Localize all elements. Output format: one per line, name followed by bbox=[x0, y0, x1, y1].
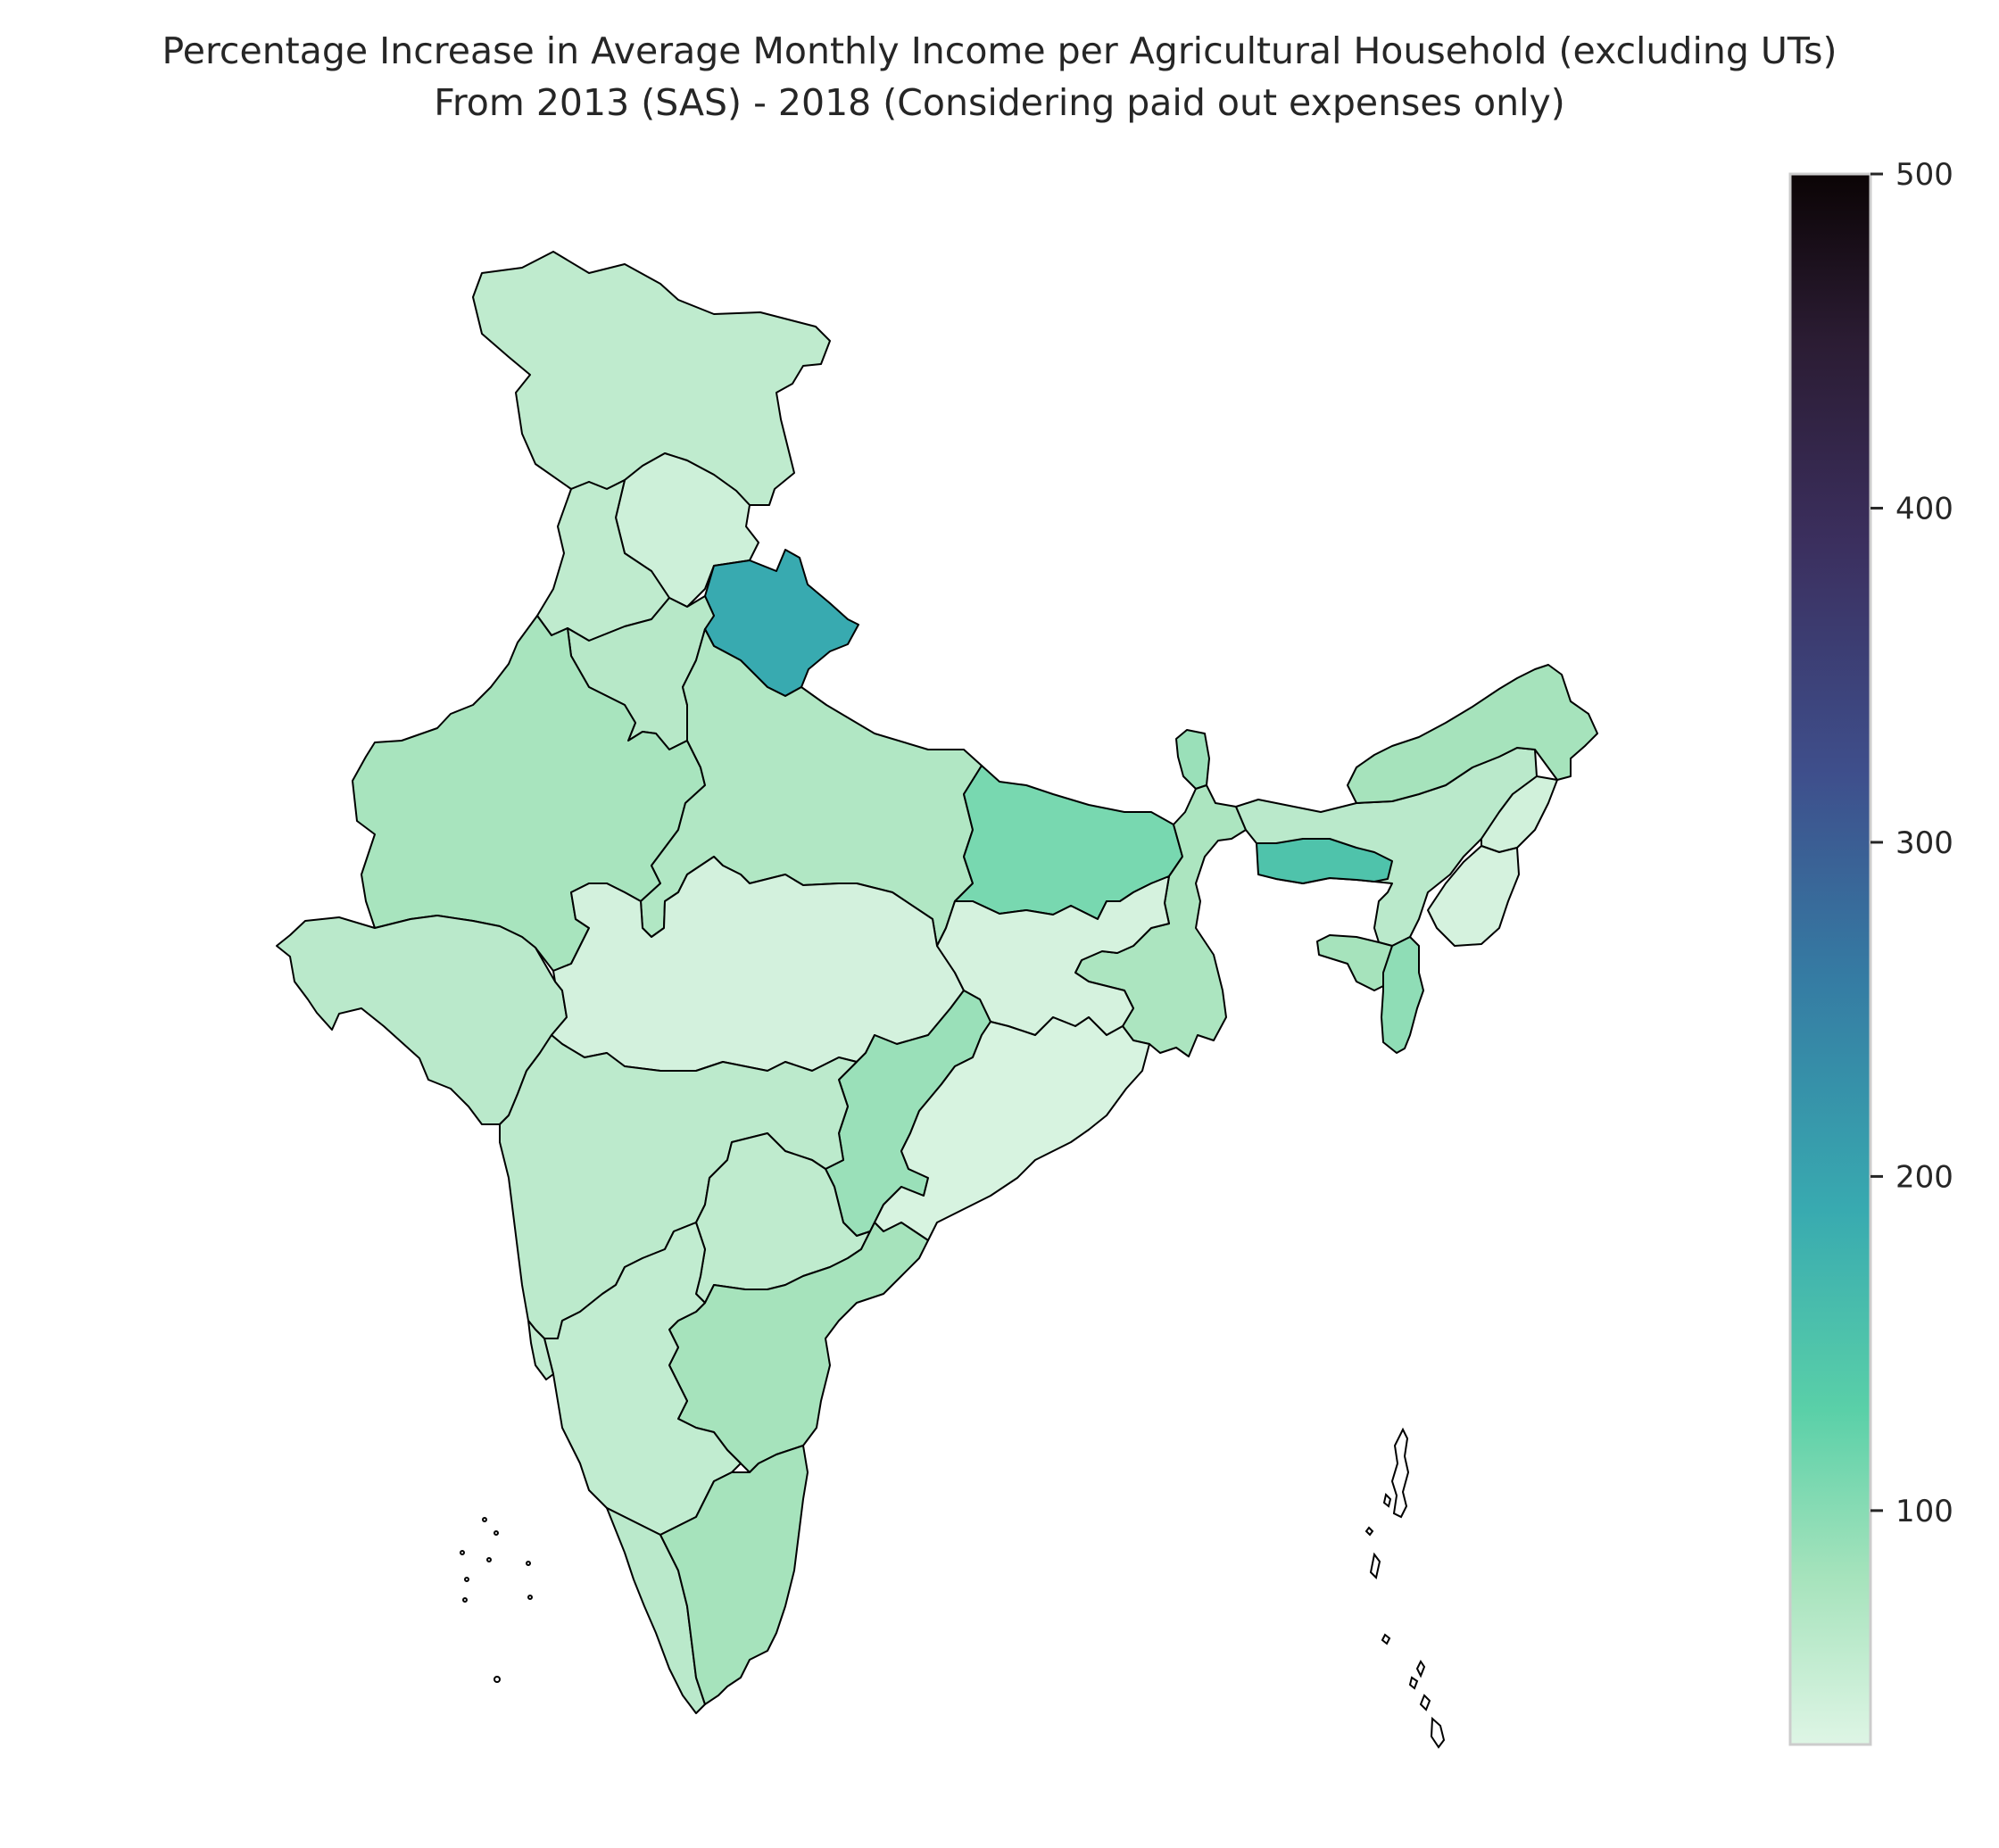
state-jammu-and-kashmir: Jammu & Kashmir bbox=[472, 251, 831, 506]
state-arunachal-pradesh: Arunachal Pradesh bbox=[1347, 664, 1598, 804]
colorbar-gradient bbox=[1788, 172, 1872, 1746]
state-meghalaya: Meghalaya bbox=[1256, 838, 1393, 884]
chart-title-line-2: From 2013 (SAS) - 2018 (Considering paid… bbox=[434, 81, 1565, 124]
state-sikkim: Sikkim bbox=[1175, 729, 1210, 790]
colorbar-tick-label: 100 bbox=[1895, 1494, 1953, 1529]
colorbar: 100 200 300 400 500 bbox=[1788, 157, 1953, 1746]
state-mizoram: Mizoram bbox=[1381, 936, 1424, 1054]
chart-title-line-1: Percentage Increase in Average Monthly I… bbox=[162, 29, 1837, 72]
colorbar-tick-label: 500 bbox=[1895, 157, 1953, 193]
colorbar-tick-label: 400 bbox=[1895, 491, 1953, 526]
andaman-nicobar-islands bbox=[1364, 1427, 1446, 1749]
states-layer: Jammu & KashmirHimachal PradeshPunjabUtt… bbox=[276, 251, 1598, 1714]
islands-layer bbox=[460, 1427, 1446, 1749]
state-manipur: Manipur bbox=[1427, 845, 1520, 947]
state-goa: Goa bbox=[527, 1320, 554, 1380]
colorbar-tick-label: 200 bbox=[1895, 1159, 1953, 1195]
lakshadweep-islands bbox=[460, 1517, 533, 1683]
colorbar-tick-label: 300 bbox=[1895, 825, 1953, 861]
chart-title: Percentage Increase in Average Monthly I… bbox=[0, 25, 1999, 128]
state-kerala: Kerala bbox=[606, 1507, 706, 1714]
state-odisha: Odisha bbox=[874, 1016, 1150, 1241]
state-tamil-nadu: Tamil Nadu bbox=[659, 1445, 809, 1705]
state-tripura: Tripura bbox=[1316, 934, 1398, 991]
colorbar-ticks: 100 200 300 400 500 bbox=[1870, 157, 1953, 1529]
